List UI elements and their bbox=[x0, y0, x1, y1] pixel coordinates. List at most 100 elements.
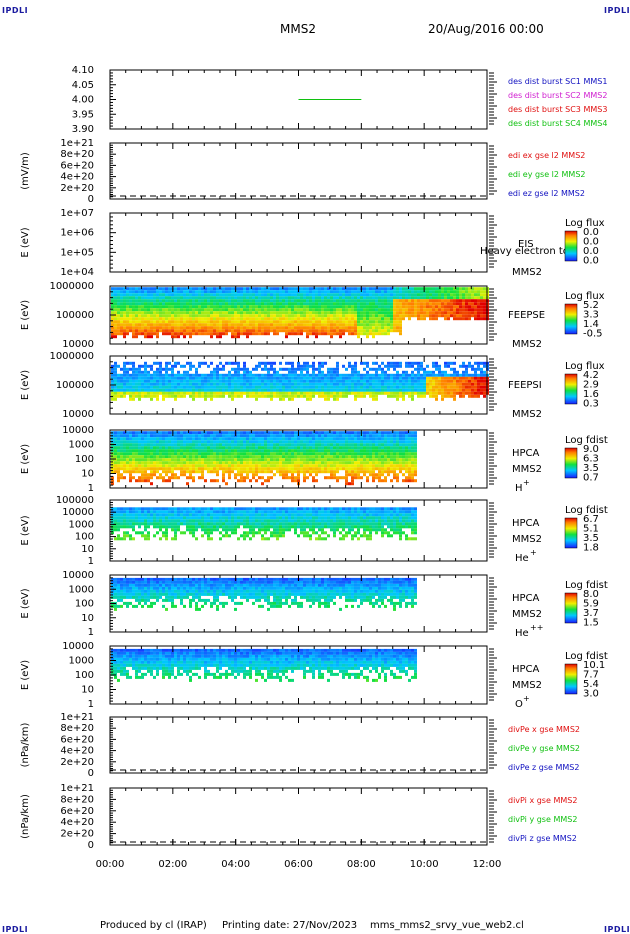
spectrogram-cell bbox=[363, 437, 366, 441]
spectrogram-cell bbox=[186, 296, 189, 300]
spectrogram-cell bbox=[342, 287, 345, 291]
spectrogram-cell bbox=[240, 467, 243, 471]
spectrogram-cell bbox=[408, 287, 411, 291]
spectrogram-cell bbox=[471, 305, 474, 309]
spectrogram-cell bbox=[150, 397, 153, 401]
spectrogram-cell bbox=[285, 376, 288, 380]
spectrogram-cell bbox=[366, 464, 369, 468]
spectrogram-cell bbox=[300, 464, 303, 468]
spectrogram-cell bbox=[147, 373, 150, 377]
spectrogram-cell bbox=[339, 326, 342, 330]
spectrogram-cell bbox=[138, 370, 141, 374]
spectrogram-cell bbox=[324, 461, 327, 465]
spectrogram-cell bbox=[375, 394, 378, 398]
spectrogram-cell bbox=[156, 434, 159, 438]
spectrogram-cell bbox=[171, 470, 174, 474]
spectrogram-cell bbox=[396, 311, 399, 315]
spectrogram-cell bbox=[378, 431, 381, 435]
spectrogram-cell bbox=[420, 308, 423, 312]
spectrogram-cell bbox=[135, 287, 138, 291]
spectrogram-cell bbox=[432, 296, 435, 300]
spectrogram-cell bbox=[189, 320, 192, 324]
spectrogram-cell bbox=[336, 361, 339, 365]
spectrogram-cell bbox=[429, 317, 432, 321]
spectrogram-cell bbox=[294, 467, 297, 471]
spectrogram-cell bbox=[204, 373, 207, 377]
spectrogram-cell bbox=[369, 446, 372, 450]
spectrogram-cell bbox=[360, 382, 363, 386]
header-spacecraft: MMS2 bbox=[280, 22, 316, 36]
spectrogram-cell bbox=[309, 296, 312, 300]
spectrogram-cell bbox=[288, 370, 291, 374]
spectrogram-cell bbox=[255, 382, 258, 386]
spectrogram-cell bbox=[240, 305, 243, 309]
spectrogram-cell bbox=[249, 320, 252, 324]
spectrogram-cell bbox=[243, 367, 246, 371]
spectrogram-cell bbox=[177, 320, 180, 324]
spectrogram-cell bbox=[168, 470, 171, 474]
spectrogram-cell bbox=[303, 302, 306, 306]
spectrogram-cell bbox=[258, 382, 261, 386]
spectrogram-cell bbox=[477, 394, 480, 398]
spectrogram-cell bbox=[156, 437, 159, 441]
spectrogram-cell bbox=[285, 323, 288, 327]
spectrogram-cell bbox=[261, 443, 264, 447]
spectrogram-cell bbox=[315, 479, 318, 483]
spectrogram-cell bbox=[462, 308, 465, 312]
spectrogram-cell bbox=[183, 455, 186, 459]
spectrogram-cell bbox=[237, 335, 240, 339]
spectrogram-cell bbox=[144, 431, 147, 435]
spectrogram-cell bbox=[264, 329, 267, 333]
spectrogram-cell bbox=[393, 361, 396, 365]
spectrogram-cell bbox=[222, 317, 225, 321]
spectrogram-cell bbox=[114, 311, 117, 315]
spectrogram-cell bbox=[189, 476, 192, 480]
spectrogram-cell bbox=[246, 320, 249, 324]
spectrogram-cell bbox=[183, 473, 186, 477]
y-tick-label: 1000000 bbox=[49, 281, 94, 292]
spectrogram-cell bbox=[255, 391, 258, 395]
spectrogram-cell bbox=[357, 296, 360, 300]
spectrogram-cell bbox=[345, 323, 348, 327]
spectrogram-cell bbox=[150, 443, 153, 447]
spectrogram-cell bbox=[480, 296, 483, 300]
spectrogram-cell bbox=[348, 391, 351, 395]
spectrogram-cell bbox=[345, 314, 348, 318]
spectrogram-cell bbox=[201, 320, 204, 324]
spectrogram-cell bbox=[402, 376, 405, 380]
spectrogram-cell bbox=[306, 317, 309, 321]
spectrogram-cell bbox=[285, 326, 288, 330]
spectrogram-cell bbox=[462, 370, 465, 374]
spectrogram-cell bbox=[327, 299, 330, 303]
spectrogram-cell bbox=[345, 437, 348, 441]
spectrogram-cell bbox=[135, 446, 138, 450]
spectrogram-cell bbox=[465, 367, 468, 371]
spectrogram-cell bbox=[396, 287, 399, 291]
spectrogram-cell bbox=[237, 461, 240, 465]
spectrogram-cell bbox=[138, 376, 141, 380]
spectrogram-cell bbox=[156, 379, 159, 383]
spectrogram-cell bbox=[303, 452, 306, 456]
spectrogram-cell bbox=[375, 302, 378, 306]
spectrogram-cell bbox=[267, 446, 270, 450]
spectrogram-cell bbox=[204, 458, 207, 462]
spectrogram-cell bbox=[324, 317, 327, 321]
spectrogram-cell bbox=[222, 461, 225, 465]
spectrogram-cell bbox=[294, 370, 297, 374]
spectrogram-cell bbox=[177, 293, 180, 297]
spectrogram-cell bbox=[321, 376, 324, 380]
spectrogram-cell bbox=[324, 287, 327, 291]
spectrogram-cell bbox=[237, 434, 240, 438]
spectrogram-cell bbox=[231, 320, 234, 324]
spectrogram-cell bbox=[291, 397, 294, 401]
spectrogram-cell bbox=[153, 382, 156, 386]
spectrogram-cell bbox=[396, 299, 399, 303]
spectrogram-cell bbox=[123, 326, 126, 330]
spectrogram-cell bbox=[354, 449, 357, 453]
spectrogram-cell bbox=[186, 382, 189, 386]
spectrogram-cell bbox=[195, 464, 198, 468]
spectrogram-cell bbox=[294, 302, 297, 306]
spectrogram-cell bbox=[222, 440, 225, 444]
spectrogram-cell bbox=[261, 461, 264, 465]
spectrogram-cell bbox=[162, 431, 165, 435]
